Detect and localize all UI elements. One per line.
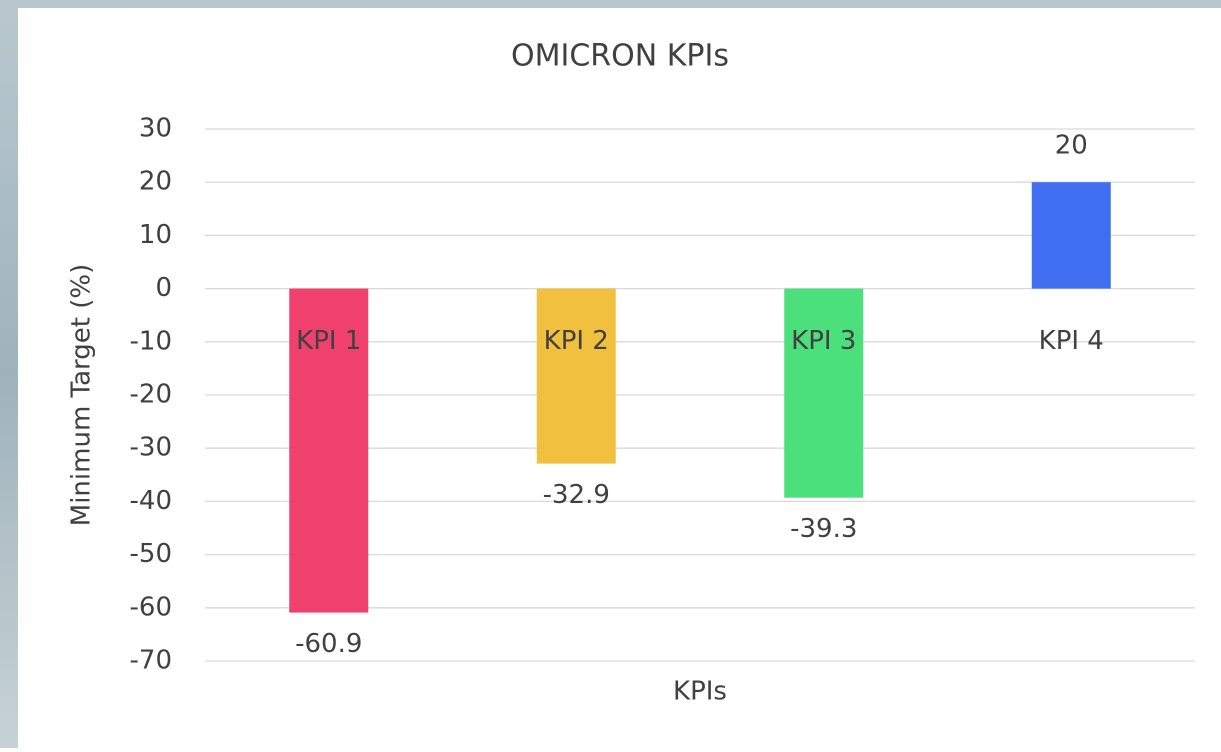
- y-tick-label: -50: [130, 539, 172, 569]
- y-tick-label: -20: [130, 380, 172, 410]
- x-tick-label: KPI 3: [791, 326, 856, 356]
- bar: [537, 289, 616, 464]
- y-tick-label: 30: [139, 114, 172, 144]
- x-tick-label: KPI 2: [544, 326, 609, 356]
- chart-panel: [18, 8, 1221, 748]
- y-tick-label: -60: [130, 592, 172, 622]
- page: OMICRON KPIs KPIs Minimum Target (%) -70…: [0, 0, 1221, 748]
- data-label: -39.3: [790, 514, 857, 544]
- y-tick-label: -40: [130, 486, 172, 516]
- y-tick-label: -10: [130, 326, 172, 356]
- x-tick-label: KPI 1: [296, 326, 361, 356]
- y-tick-label: 20: [139, 167, 172, 197]
- y-tick-label: -30: [130, 433, 172, 463]
- y-tick-label: 10: [139, 220, 172, 250]
- bar: [1032, 182, 1111, 288]
- x-tick-label: KPI 4: [1039, 326, 1104, 356]
- data-label: -60.9: [295, 629, 362, 659]
- x-axis-title: KPIs: [673, 677, 727, 707]
- chart: OMICRON KPIs KPIs Minimum Target (%) -70…: [0, 0, 1221, 748]
- y-tick-label: 0: [155, 273, 172, 303]
- chart-title: OMICRON KPIs: [511, 39, 729, 74]
- y-axis-title: Minimum Target (%): [67, 264, 97, 526]
- y-tick-label: -70: [130, 646, 172, 676]
- bar: [784, 289, 863, 498]
- data-label: -32.9: [543, 480, 610, 510]
- data-label: 20: [1055, 131, 1088, 161]
